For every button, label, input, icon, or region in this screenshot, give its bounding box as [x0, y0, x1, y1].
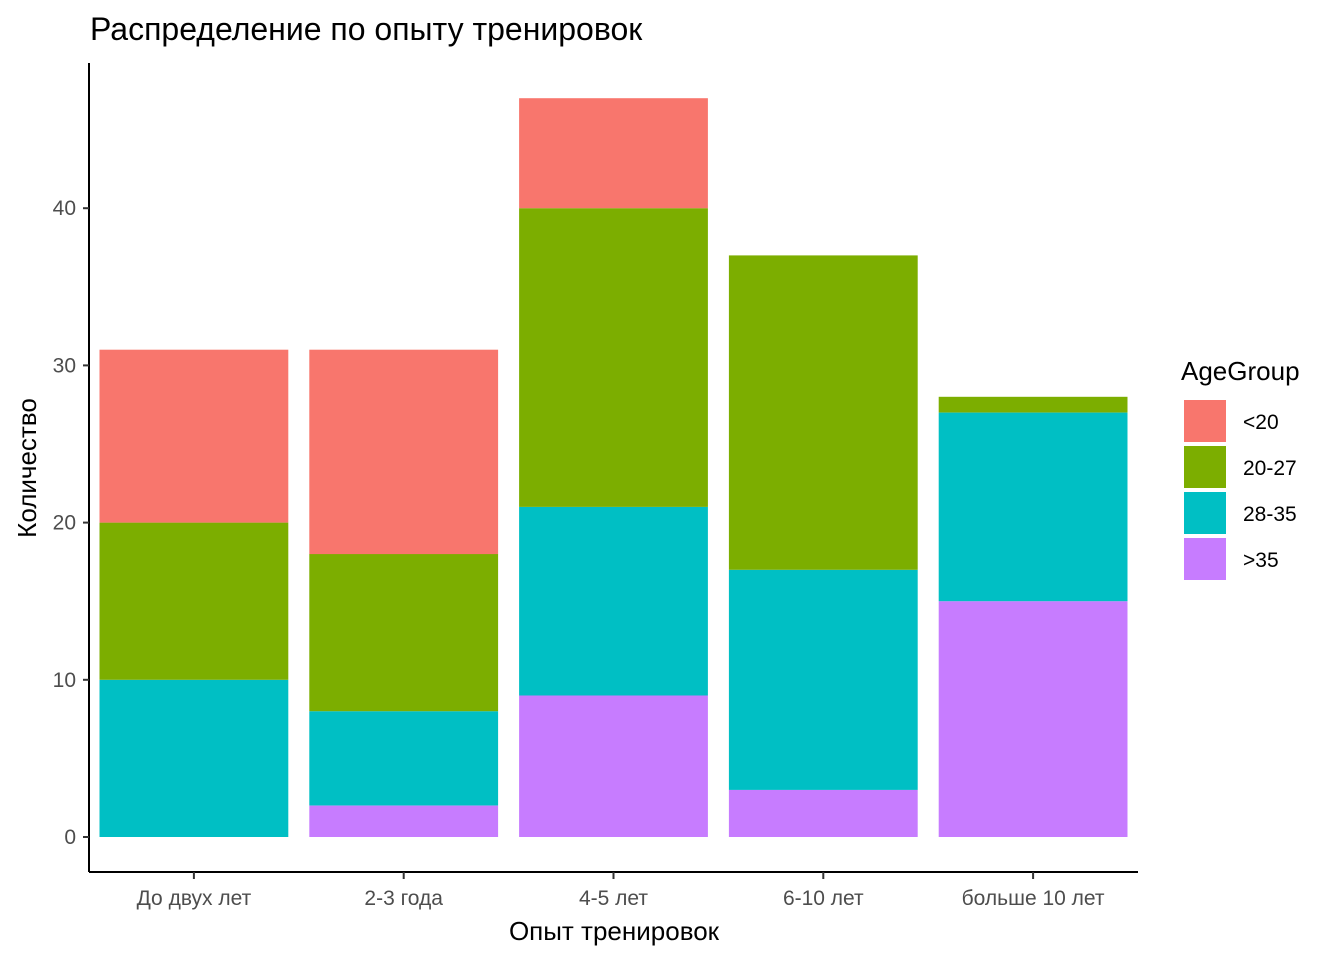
x-tick-label: 4-5 лет: [579, 887, 648, 910]
bar-segment-1-20-27: [99, 522, 289, 680]
bar-segment-3-gt35: [519, 695, 708, 837]
y-tick-label: 10: [53, 669, 76, 692]
y-axis-title: Количество: [12, 398, 42, 538]
legend-label-gt35: >35: [1243, 549, 1279, 572]
bar-segment-1-lt20: [99, 349, 289, 523]
x-axis-title: Опыт тренировок: [509, 916, 720, 946]
y-axis-ticks: 0 10 20 30 40: [53, 197, 89, 849]
bar-segment-4-gt35: [728, 789, 918, 837]
legend-key-28-35: [1184, 492, 1226, 534]
bar-segment-5-20-27: [938, 396, 1128, 413]
bar-segment-2-20-27: [309, 554, 499, 712]
x-tick-label: больше 10 лет: [962, 887, 1105, 910]
legend-label-20-27: 20-27: [1243, 457, 1297, 480]
bar-segment-2-lt20: [309, 349, 499, 555]
y-tick-label: 30: [53, 354, 76, 377]
legend-title: AgeGroup: [1181, 356, 1300, 386]
plot-area: [99, 98, 1128, 837]
bar-segment-5-gt35: [938, 601, 1128, 837]
chart-title: Распределение по опыту тренировок: [90, 11, 643, 47]
bar-segment-4-28-35: [728, 569, 918, 790]
x-tick-label: До двух лет: [137, 887, 252, 910]
bar-segment-4-20-27: [728, 255, 918, 570]
legend-key-gt35: [1184, 538, 1226, 580]
bar-segment-5-28-35: [938, 412, 1128, 602]
x-tick-label: 6-10 лет: [783, 887, 864, 910]
legend-key-20-27: [1184, 446, 1226, 488]
bar-segment-2-28-35: [309, 711, 499, 806]
legend-label-28-35: 28-35: [1243, 503, 1297, 526]
bar-segment-3-lt20: [519, 98, 708, 209]
legend-key-lt20: [1184, 400, 1226, 442]
bar-segment-1-28-35: [99, 679, 289, 837]
y-tick-label: 20: [53, 512, 76, 535]
bar-segment-3-20-27: [519, 208, 708, 507]
legend: AgeGroup <20 20-27 28-35 >35: [1181, 356, 1300, 580]
y-tick-label: 40: [53, 197, 76, 220]
x-axis-ticks: До двух лет 2-3 года 4-5 лет 6-10 лет больше…: [137, 872, 1105, 910]
bar-segment-2-gt35: [309, 805, 499, 837]
bar-segment-3-28-35: [519, 506, 708, 696]
y-tick-label: 0: [64, 826, 76, 849]
legend-label-lt20: <20: [1243, 411, 1279, 434]
x-tick-label: 2-3 года: [364, 887, 443, 910]
